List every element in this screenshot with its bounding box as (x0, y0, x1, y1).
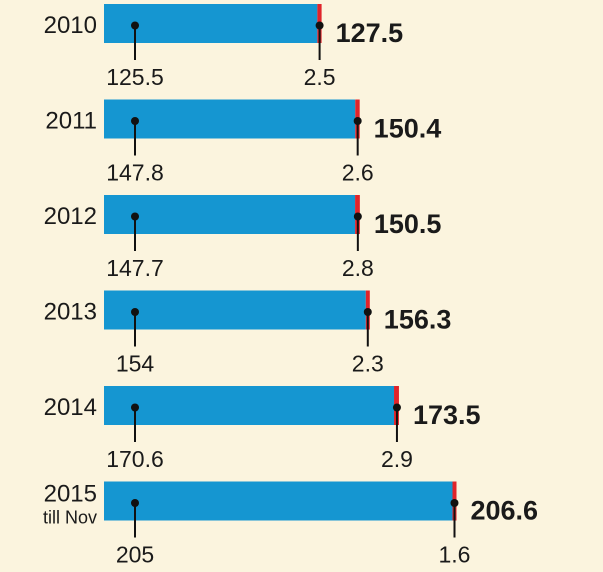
segment-label-a: 205 (116, 542, 154, 568)
total-label: 206.6 (471, 496, 539, 526)
segment-label-b: 2.8 (342, 255, 374, 281)
segment-label-b: 2.5 (304, 64, 336, 90)
total-label: 173.5 (413, 400, 481, 430)
year-label: 2015 (44, 481, 97, 508)
bar-segment-a (104, 99, 356, 139)
marker-dot-a (131, 403, 139, 412)
segment-label-b: 2.6 (342, 160, 374, 186)
marker-dot-b (392, 403, 401, 412)
segment-label-b: 2.3 (352, 351, 384, 377)
segment-label-a: 147.7 (106, 255, 164, 281)
total-label: 150.5 (374, 209, 442, 239)
segment-label-a: 125.5 (106, 64, 164, 90)
segment-label-b: 2.9 (381, 446, 413, 472)
marker-dot-b (315, 21, 324, 30)
bar-segment-a (104, 481, 453, 521)
year-label: 2014 (44, 394, 97, 421)
year-label: 2011 (45, 108, 97, 135)
segment-label-a: 147.8 (106, 160, 164, 186)
bar-segment-a (104, 386, 395, 425)
marker-dot-a (131, 212, 139, 221)
year-label: 2012 (44, 203, 97, 230)
bar-segment-a (104, 4, 318, 43)
marker-dot-a (131, 117, 139, 125)
total-label: 150.4 (374, 114, 442, 144)
total-label: 127.5 (336, 18, 404, 48)
marker-dot-b (353, 117, 362, 125)
year-label: 2013 (44, 299, 97, 326)
year-sublabel: till Nov (43, 508, 97, 528)
segment-label-a: 170.6 (106, 446, 164, 472)
segment-label-a: 154 (116, 351, 155, 377)
year-label: 2010 (44, 12, 97, 39)
marker-dot-b (353, 212, 362, 221)
marker-dot-a (131, 21, 139, 30)
total-label: 156.3 (384, 305, 452, 335)
segment-label-b: 1.6 (439, 542, 471, 568)
marker-dot-a (131, 499, 139, 507)
marker-dot-b (363, 308, 372, 316)
marker-dot-a (131, 308, 139, 316)
bar-segment-a (104, 195, 356, 234)
bar-segment-a (104, 290, 366, 330)
marker-dot-b (450, 499, 459, 507)
